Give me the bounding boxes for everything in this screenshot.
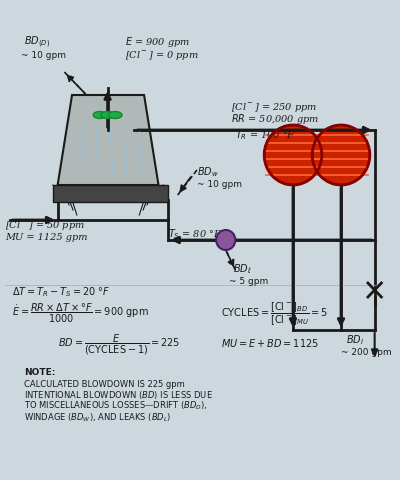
Text: $T_R$ = 100 °F: $T_R$ = 100 °F (235, 128, 296, 142)
Text: $RR$ = 50,000 gpm: $RR$ = 50,000 gpm (230, 112, 319, 126)
Ellipse shape (101, 111, 114, 119)
Ellipse shape (108, 111, 122, 119)
Polygon shape (53, 185, 168, 202)
Circle shape (216, 230, 235, 250)
Circle shape (264, 125, 322, 185)
Text: $E$ = 900 gpm: $E$ = 900 gpm (125, 35, 190, 49)
Text: $BD_w$: $BD_w$ (197, 165, 219, 179)
Text: $T_S$ = 80 °F: $T_S$ = 80 °F (168, 227, 222, 241)
Circle shape (312, 125, 370, 185)
Text: $BD = \dfrac{E}{(\mathrm{CYCLES}-1)} = 225$: $BD = \dfrac{E}{(\mathrm{CYCLES}-1)} = 2… (58, 333, 180, 357)
Text: $MU = E + BD = 1125$: $MU = E + BD = 1125$ (221, 337, 319, 349)
Text: ~ 5 gpm: ~ 5 gpm (229, 277, 268, 286)
Text: $\dot{E} = \dfrac{RR \times \Delta T \times °F}{1000} = 900\ \mathrm{gpm}$: $\dot{E} = \dfrac{RR \times \Delta T \ti… (12, 302, 148, 325)
Text: ~ 10 gpm: ~ 10 gpm (21, 51, 66, 60)
Polygon shape (58, 95, 158, 185)
Text: WINDAGE ($BD_W$), AND LEAKS ($BD_L$): WINDAGE ($BD_W$), AND LEAKS ($BD_L$) (24, 411, 171, 423)
Ellipse shape (93, 111, 107, 119)
Text: ~ 200 gpm: ~ 200 gpm (341, 348, 392, 357)
Text: $\mathrm{CYCLES} = \dfrac{[\mathrm{Cl}^-]_{BD}}{[\mathrm{Cl}^-]_{MU}} = 5$: $\mathrm{CYCLES} = \dfrac{[\mathrm{Cl}^-… (221, 300, 328, 327)
Text: MU = 1125 gpm: MU = 1125 gpm (5, 233, 87, 242)
Text: [Cl$^-$] = 0 ppm: [Cl$^-$] = 0 ppm (125, 49, 198, 62)
Text: [Cl$^-$] = 50 ppm: [Cl$^-$] = 50 ppm (5, 219, 85, 232)
Text: $BD_{(D)}$: $BD_{(D)}$ (24, 35, 50, 50)
Text: TO MISCELLANEOUS LOSSES—DRIFT ($BD_D$),: TO MISCELLANEOUS LOSSES—DRIFT ($BD_D$), (24, 400, 207, 412)
Text: NOTE:: NOTE: (24, 368, 55, 377)
Text: $BD_{\ell}$: $BD_{\ell}$ (234, 262, 252, 276)
Text: $\Delta T = T_R - T_S = 20\ °F$: $\Delta T = T_R - T_S = 20\ °F$ (12, 285, 110, 299)
Text: ~ 10 gpm: ~ 10 gpm (197, 180, 242, 189)
Text: $BD_I$: $BD_I$ (346, 333, 364, 347)
Text: [Cl$^-$] = 250 ppm: [Cl$^-$] = 250 ppm (230, 101, 317, 114)
Text: INTENTIONAL BLOWDOWN ($BD$) IS LESS DUE: INTENTIONAL BLOWDOWN ($BD$) IS LESS DUE (24, 389, 213, 401)
Text: CALCULATED BLOWDOWN IS 225 gpm: CALCULATED BLOWDOWN IS 225 gpm (24, 380, 185, 389)
